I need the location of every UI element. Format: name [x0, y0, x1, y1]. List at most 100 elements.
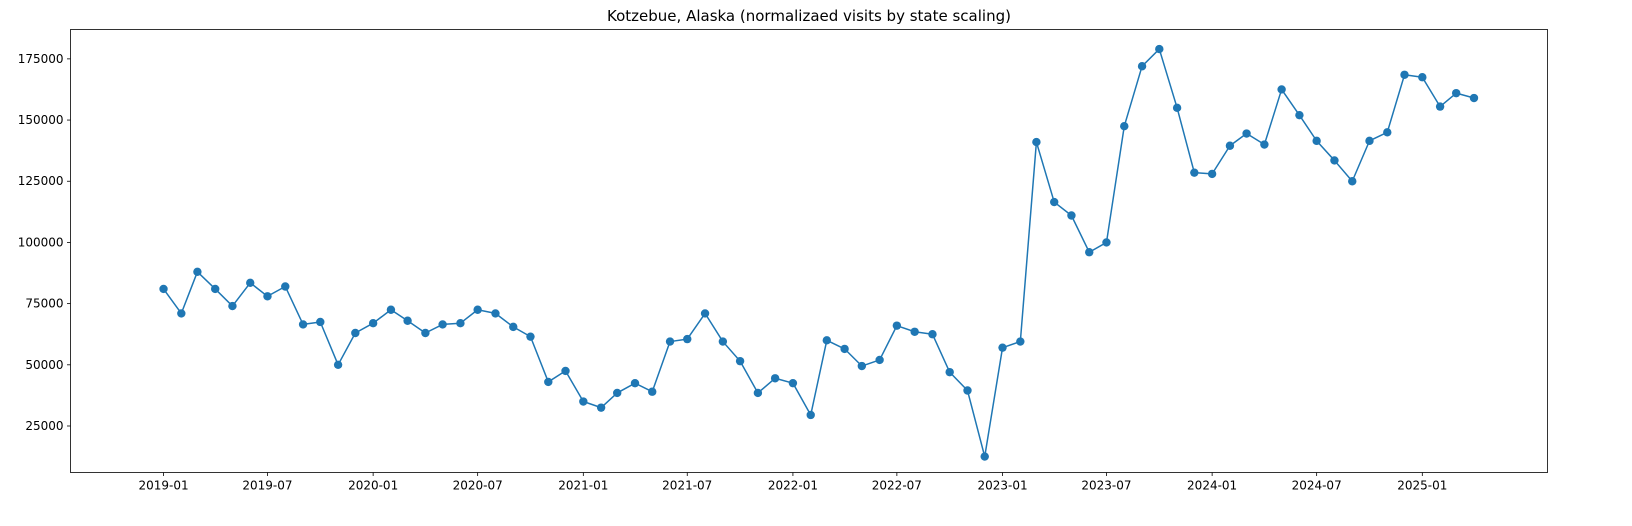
- x-tick-label: 2025-01: [1397, 479, 1447, 493]
- x-tick-label: 2024-01: [1187, 479, 1237, 493]
- data-point: [298, 320, 308, 329]
- data-point: [1137, 62, 1147, 71]
- data-point: [735, 356, 745, 366]
- chart-title: Kotzebue, Alaska (normalizaed visits by …: [607, 7, 1011, 25]
- data-point: [1469, 93, 1479, 103]
- x-tick-label: 2024-07: [1292, 479, 1342, 493]
- x-tick-label: 2019-01: [138, 479, 188, 493]
- data-point: [857, 361, 867, 371]
- data-point: [456, 319, 465, 328]
- x-tick-label: 2020-01: [348, 479, 398, 493]
- data-point: [1102, 238, 1111, 247]
- data-point: [1383, 128, 1392, 137]
- data-point: [875, 355, 884, 365]
- data-point: [491, 309, 500, 318]
- data-point: [368, 319, 378, 328]
- data-point: [263, 292, 272, 301]
- y-tick-label: 175000: [18, 52, 64, 66]
- data-point: [665, 337, 675, 346]
- data-point: [1207, 169, 1217, 179]
- data-point: [544, 377, 553, 387]
- data-point: [333, 360, 343, 370]
- data-point: [630, 378, 640, 388]
- x-tick-label: 2023-01: [977, 479, 1027, 493]
- data-point: [998, 343, 1007, 352]
- x-tick-label: 2020-07: [453, 479, 503, 493]
- data-point: [1277, 85, 1286, 94]
- data-point: [700, 309, 710, 318]
- data-point: [1418, 73, 1427, 82]
- data-point: [1312, 136, 1321, 146]
- x-tick-label: 2019-07: [242, 479, 292, 493]
- data-point: [596, 403, 606, 412]
- data-point: [840, 344, 849, 354]
- x-tick-label: 2022-07: [872, 479, 922, 493]
- data-point: [1348, 177, 1357, 186]
- data-point: [788, 378, 798, 388]
- data-point: [509, 322, 518, 332]
- y-tick-label: 50000: [25, 358, 63, 372]
- data-point: [193, 267, 202, 276]
- y-tick-label: 25000: [25, 419, 63, 433]
- data-point: [1120, 121, 1129, 131]
- y-tick-label: 75000: [25, 297, 63, 311]
- data-point: [1295, 110, 1304, 120]
- data-point: [281, 282, 290, 291]
- data-point: [1190, 168, 1199, 177]
- data-point: [1242, 129, 1251, 138]
- data-point: [1400, 70, 1409, 79]
- data-point: [1365, 136, 1374, 146]
- series-line: [162, 48, 1475, 458]
- data-point: [963, 386, 972, 395]
- data-point: [1451, 88, 1461, 98]
- plot-area: [159, 44, 1479, 461]
- data-point: [770, 374, 780, 383]
- data-point: [1032, 137, 1041, 147]
- data-point: [1225, 141, 1235, 150]
- data-point: [892, 321, 902, 330]
- data-point: [403, 316, 412, 325]
- data-point: [211, 284, 220, 294]
- data-point: [822, 336, 831, 345]
- data-point: [561, 366, 570, 376]
- data-point: [421, 328, 430, 338]
- data-point: [1172, 103, 1182, 113]
- data-point: [910, 327, 919, 336]
- data-point: [648, 387, 657, 396]
- data-point: [473, 305, 482, 314]
- data-point: [806, 410, 815, 420]
- data-point: [1155, 44, 1164, 54]
- data-point: [1330, 156, 1339, 165]
- x-tick-label: 2022-01: [768, 479, 818, 493]
- y-tick-label: 125000: [18, 174, 64, 188]
- data-point: [613, 388, 622, 398]
- data-point: [228, 301, 237, 311]
- x-tick-label: 2023-07: [1081, 479, 1131, 493]
- data-point: [928, 330, 937, 339]
- axes-frame: [70, 29, 1548, 473]
- axes: 2019-01 2019-07 2020-01 2020-07 2021-01 2021-…: [18, 29, 1548, 493]
- data-point: [980, 452, 989, 461]
- x-tick-label: 2021-01: [558, 479, 608, 493]
- x-tick-label: 2021-07: [662, 479, 712, 493]
- data-point: [1260, 140, 1269, 149]
- data-point: [718, 337, 728, 346]
- data-point: [386, 305, 396, 314]
- data-point: [683, 334, 692, 344]
- data-point: [1016, 337, 1025, 346]
- data-point: [579, 397, 588, 406]
- data-point: [753, 388, 763, 398]
- data-point: [945, 367, 954, 377]
- data-point: [1085, 248, 1094, 257]
- data-point: [316, 317, 325, 327]
- data-point: [1067, 211, 1076, 220]
- data-point: [159, 284, 168, 294]
- data-point: [526, 332, 535, 341]
- y-tick-label: 100000: [18, 235, 64, 249]
- data-point: [1050, 197, 1059, 207]
- data-point: [177, 309, 186, 318]
- data-point: [1435, 102, 1445, 111]
- data-point: [246, 278, 255, 288]
